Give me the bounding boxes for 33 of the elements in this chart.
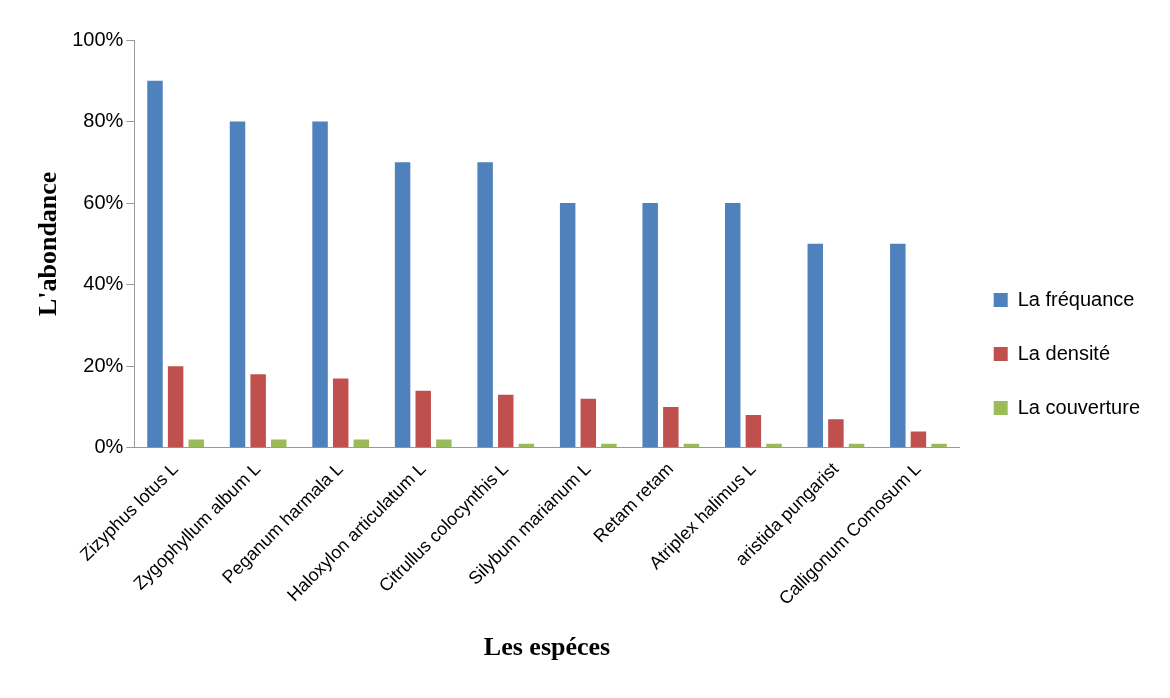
bar: [663, 406, 679, 448]
y-tick-label: 100%: [72, 27, 124, 50]
bar: [229, 121, 246, 448]
bar: [498, 394, 514, 448]
bar: [271, 439, 287, 448]
bar: [394, 162, 411, 448]
legend-label: La couverture: [1017, 395, 1140, 418]
legend-label: La fréquance: [1017, 287, 1135, 310]
bar: [559, 203, 576, 448]
bar: [415, 390, 431, 448]
bar: [167, 366, 184, 448]
y-tick-label: 80%: [83, 109, 124, 132]
bar: [807, 243, 824, 448]
y-tick-label: 0%: [94, 435, 124, 458]
bar: [147, 80, 163, 448]
bar: [312, 121, 328, 448]
y-tick-label: 40%: [83, 272, 124, 295]
bar: [436, 439, 452, 448]
bar: [580, 398, 597, 448]
bar: [332, 378, 349, 448]
bar: [828, 419, 844, 448]
y-tick-label: 60%: [83, 190, 124, 213]
legend-label: La densité: [1017, 341, 1110, 364]
bar: [910, 431, 927, 448]
bar: [890, 243, 906, 448]
bar: [642, 203, 658, 448]
x-axis-title: Les espéces: [483, 632, 611, 662]
bar: [725, 203, 741, 448]
bar: [745, 415, 762, 448]
y-axis-title: L'abondance: [33, 171, 63, 317]
y-tick-label: 20%: [83, 353, 124, 376]
bar: [250, 374, 266, 448]
bar: [477, 162, 493, 448]
